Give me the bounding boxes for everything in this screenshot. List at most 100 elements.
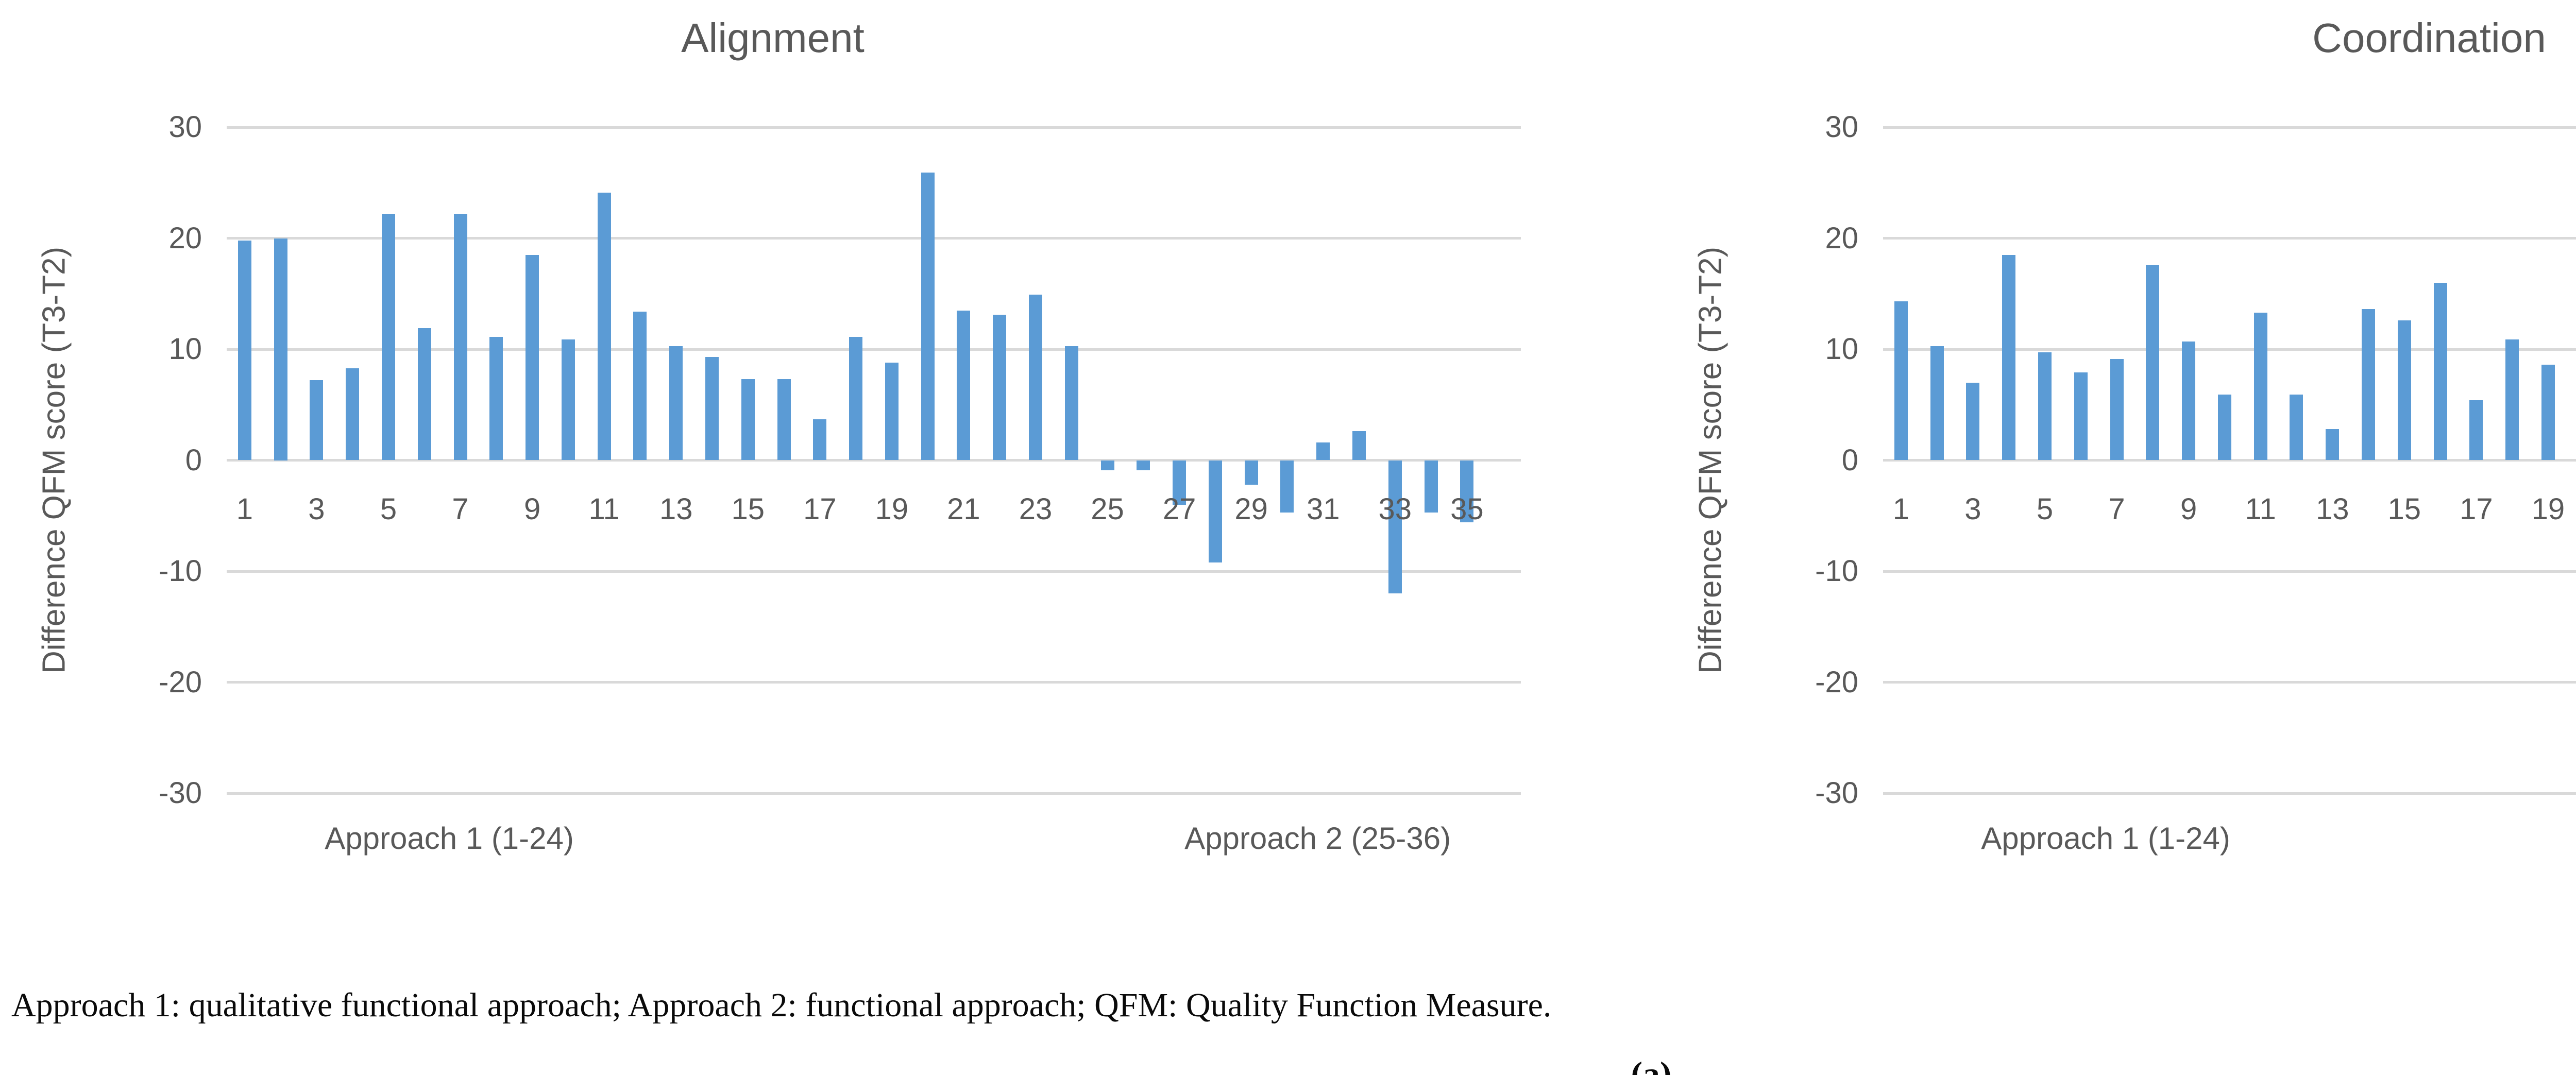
x-tick-label: 3 <box>1964 492 1981 526</box>
y-tick-label: 0 <box>1841 443 1858 477</box>
x-tick-label: 5 <box>2036 492 2054 526</box>
bar-6 <box>417 328 431 460</box>
y-axis-title: Difference QFM score (T3-T2) <box>1692 246 1728 674</box>
bar-2 <box>1930 346 1944 460</box>
y-axis-title: Difference QFM score (T3-T2) <box>36 246 72 674</box>
bar-9 <box>2182 341 2196 460</box>
x-tick-label: 13 <box>2315 492 2349 526</box>
bar-14 <box>705 357 719 460</box>
gridline <box>227 459 1521 462</box>
bar-12 <box>633 311 647 460</box>
bar-25 <box>1100 460 1114 470</box>
bar-23 <box>1029 295 1042 460</box>
bar-3 <box>310 380 324 460</box>
bar-20 <box>921 173 935 460</box>
bar-4 <box>346 368 360 460</box>
bar-14 <box>2362 309 2375 460</box>
bar-11 <box>2253 312 2267 460</box>
x-tick-label: 23 <box>1019 492 1053 526</box>
y-tick-label: -10 <box>159 554 202 588</box>
bar-35 <box>1460 460 1474 523</box>
gridline <box>1883 126 2576 129</box>
bar-16 <box>2433 282 2447 460</box>
bar-11 <box>597 193 611 460</box>
gridline <box>227 126 1521 129</box>
x-tick-label: 7 <box>2108 492 2125 526</box>
bar-29 <box>1244 460 1258 485</box>
x-tick-label: 17 <box>2460 492 2493 526</box>
gridline <box>227 348 1521 351</box>
bar-33 <box>1388 460 1402 594</box>
bar-2 <box>274 238 287 460</box>
bar-9 <box>526 254 539 460</box>
bar-18 <box>2505 339 2519 460</box>
bar-21 <box>957 310 971 460</box>
chart-title: Coordination <box>2312 15 2546 61</box>
bar-24 <box>1064 346 1078 460</box>
y-tick-label: 10 <box>1825 332 1858 366</box>
x-axis-group-label: Approach 2 (25-36) <box>1184 821 1451 856</box>
gridline <box>227 237 1521 240</box>
x-tick-label: 29 <box>1234 492 1268 526</box>
y-tick-label: 20 <box>1825 221 1858 255</box>
y-tick-label: -30 <box>1815 776 1858 810</box>
plot-alignment: 30 20 10 0 -10 -20 -30 1 3 5 7 9 11 13 15 17 19 21 23 25 27 2… <box>159 110 1521 856</box>
bar-6 <box>2074 372 2088 460</box>
y-tick-label: -10 <box>1815 554 1858 588</box>
y-tick-label: 0 <box>185 443 202 477</box>
bar-28 <box>1208 460 1222 562</box>
chart-title: Alignment <box>681 15 865 61</box>
bar-19 <box>885 362 899 460</box>
x-tick-label: 9 <box>523 492 541 526</box>
x-tick-label: 35 <box>1450 492 1484 526</box>
x-tick-label: 13 <box>659 492 693 526</box>
bar-18 <box>849 337 863 460</box>
gridline <box>1883 459 2576 462</box>
x-axis-group-label: Approach 1 (1-24) <box>1981 821 2230 856</box>
x-tick-label: 7 <box>452 492 469 526</box>
footnote: Approach 1: qualitative functional appro… <box>11 986 1552 1024</box>
bar-32 <box>1352 431 1366 460</box>
x-tick-label: 21 <box>947 492 980 526</box>
gridline <box>1883 681 2576 684</box>
x-tick-label: 33 <box>1378 492 1412 526</box>
bar-8 <box>2146 265 2160 460</box>
bar-3 <box>1966 382 1980 460</box>
chart-alignment: Alignment Difference QFM score (T3-T2) 3… <box>21 5 1525 881</box>
bar-5 <box>382 214 395 460</box>
bar-16 <box>777 379 791 460</box>
y-tick-label: 10 <box>168 332 202 366</box>
bar-15 <box>2397 320 2411 460</box>
chart-coordination: Coordination Difference QFM score (T3-T2… <box>1677 5 2576 881</box>
gridline <box>1883 348 2576 351</box>
x-tick-label: 17 <box>803 492 837 526</box>
y-tick-label: -20 <box>159 665 202 699</box>
bar-22 <box>993 315 1007 460</box>
bar-34 <box>1424 460 1438 513</box>
bar-4 <box>2002 254 2016 460</box>
bar-15 <box>741 379 755 460</box>
x-tick-label: 3 <box>308 492 325 526</box>
gridline <box>1883 570 2576 573</box>
bar-10 <box>2217 395 2231 460</box>
bar-8 <box>489 337 503 460</box>
x-tick-label: 25 <box>1091 492 1124 526</box>
y-tick-label: 30 <box>168 110 202 144</box>
bar-12 <box>2290 395 2303 460</box>
bar-1 <box>238 240 251 460</box>
gridline <box>1883 237 2576 240</box>
bar-5 <box>2038 352 2052 460</box>
y-tick-label: -30 <box>159 776 202 810</box>
figure-label: (a) <box>1631 1054 1672 1075</box>
y-tick-label: -20 <box>1815 665 1858 699</box>
bar-7 <box>453 214 467 460</box>
x-tick-label: 19 <box>875 492 909 526</box>
x-tick-label: 11 <box>588 492 620 526</box>
bar-10 <box>561 339 575 460</box>
x-tick-label: 1 <box>236 492 253 526</box>
gridline <box>227 792 1521 795</box>
x-tick-label: 9 <box>2180 492 2197 526</box>
bar-17 <box>2469 400 2483 460</box>
x-tick-label: 27 <box>1162 492 1196 526</box>
bar-7 <box>2110 359 2124 460</box>
